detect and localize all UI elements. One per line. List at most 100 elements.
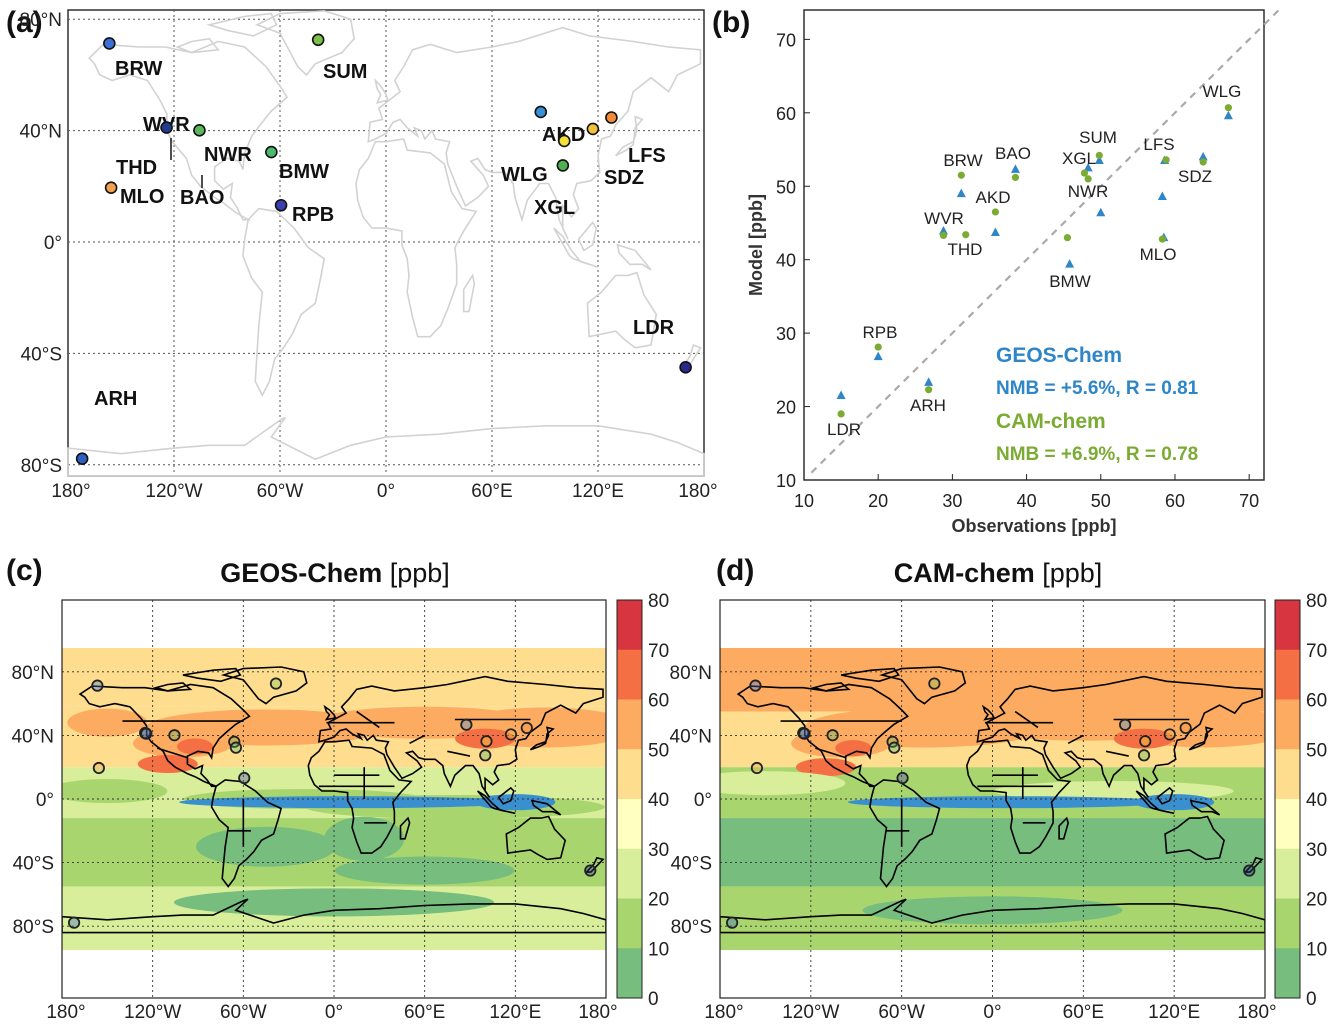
map-c-colorbar-tick: 30 [648,840,669,861]
map-c-site-nwr [168,729,181,742]
point-geos-arh [924,377,934,386]
site-marker-sdz [586,122,600,136]
map-c-grid [62,600,606,998]
site-marker-xgl [556,159,570,172]
coastline-ca [206,12,278,37]
map-c-colorbar-tick: 80 [648,591,669,612]
point-geos-akd [1157,191,1167,201]
map-d-site-ldr [1243,864,1256,877]
map-c-blob-mexico [137,755,198,774]
coastline-ng [530,799,562,816]
coastline-au [586,271,658,349]
y-axis-label: Model [ppb] [746,194,766,296]
map-c-colorbar-tick: 0 [648,989,659,1010]
coastline-na [736,683,909,788]
map-c-blob-pacific-e [67,708,148,737]
map-d-colorbar-tick: 10 [1306,939,1327,960]
map-c-lat-tick: 80°N [12,663,54,684]
map-d-site-brw [749,679,762,692]
point-cam-arh [925,386,933,394]
coastline-au [505,815,567,861]
site-label-xgl: XGL [534,197,575,219]
map-a-leader-lines [170,138,203,188]
point-cam-mlo [1158,235,1166,243]
map-d-lon-tick: 0° [983,1002,1001,1023]
map-a-lon-tick: 60°E [471,481,512,502]
y-tick-label: 70 [776,30,796,50]
coastline-ca [182,667,242,683]
map-a-ticks: 180° 120°W 60°W 0° 60°E 120°E 180° 80°N 40°N 0° 40… [20,10,718,502]
map-c-sites [67,677,597,929]
map-d-lon-tick: 180° [1237,1002,1276,1023]
map-c-site-mlo [92,761,105,775]
map-c-lon-tick: 60°W [220,1002,267,1023]
map-a-lat-tick: 80°N [20,10,62,31]
map-d-site-sum [928,677,941,690]
map-d-lon-tick: 120°W [782,1002,839,1023]
map-d-site-bmw [888,741,901,754]
map-d-lat-tick: 80°S [671,917,712,938]
map-c-site-akd [460,718,473,731]
legend-geos-name: GEOS-Chem [996,344,1122,367]
scatter-label-bao: BAO [995,144,1031,163]
panel-c-title: GEOS-Chem [ppb] [220,558,450,588]
point-cam-rpb [874,343,882,351]
site-marker-lfs [605,111,618,124]
point-cam-thd [962,231,970,239]
point-cam-akd [991,208,1000,216]
coastline-uk [981,704,996,721]
map-c-lon-tick: 120°E [489,1002,541,1023]
site-label-wlg: WLG [501,164,548,186]
map-d-frame [719,599,1266,999]
map-c-site-sdz [504,728,518,741]
x-tick-label: 30 [942,491,962,511]
site-marker-ldr [679,361,692,374]
map-a-lon-tick: 0° [377,481,395,502]
coastline-uk [323,704,337,721]
map-d-colorbar-tick: 30 [1306,840,1327,861]
map-d-lon-tick: 120°E [1148,1002,1200,1023]
map-d-site-akd [1119,718,1132,731]
map-d-lon-tick: 60°E [1063,1002,1104,1023]
map-c-site-thd [140,727,153,740]
site-label-arh: ARH [94,388,137,410]
site-marker-brw [103,37,116,50]
x-tick-label: 50 [1091,491,1111,511]
map-a-lat-tick: 40°N [20,122,62,143]
map-c-site-rpb [238,771,251,785]
coastline-ci [175,37,220,54]
point-geos-brw [956,188,966,198]
map-d-colorbar-tick: 70 [1306,641,1327,662]
map-c-blob-ant-ring [174,888,494,917]
map-d-coastlines [720,666,1265,934]
map-a-lon-tick: 120°W [145,481,202,502]
point-geos-rpb [873,351,883,361]
map-d-lat-tick: 0° [694,790,712,811]
map-c-colorbar-swatch [617,600,642,651]
map-d-colorbar-swatch [1275,848,1300,899]
x-tick-label: 70 [1239,491,1259,511]
site-label-ldr: LDR [633,317,675,339]
site-label-sdz: SDZ [604,167,644,189]
map-d-site-lfs [1179,721,1192,735]
map-c-lat-tick: 0° [36,790,54,811]
map-d-lon-tick: 60°W [878,1002,925,1023]
map-c-coastlines [62,666,606,934]
x-tick-label: 20 [868,491,888,511]
point-cam-bao [1011,173,1020,182]
site-marker-akd [534,105,548,119]
map-d-lat-tick: 40°S [671,854,712,875]
y-tick-label: 20 [776,398,796,418]
map-c-blob-trop-pac [62,779,168,804]
point-cam-sum [1095,151,1103,160]
map-d-colorbar-swatch [1275,600,1300,651]
map-d-colorbar-swatch [1275,948,1300,999]
x-tick-label: 40 [1017,491,1037,511]
panel-c-title-unit: [ppb] [390,558,450,588]
one-to-one-line [810,9,1280,474]
coastline-nz [1243,856,1264,873]
country-border [447,750,471,757]
coastline-uk [374,77,389,104]
site-marker-bmw [265,145,278,159]
map-d-colorbar-tick: 60 [1306,691,1327,712]
